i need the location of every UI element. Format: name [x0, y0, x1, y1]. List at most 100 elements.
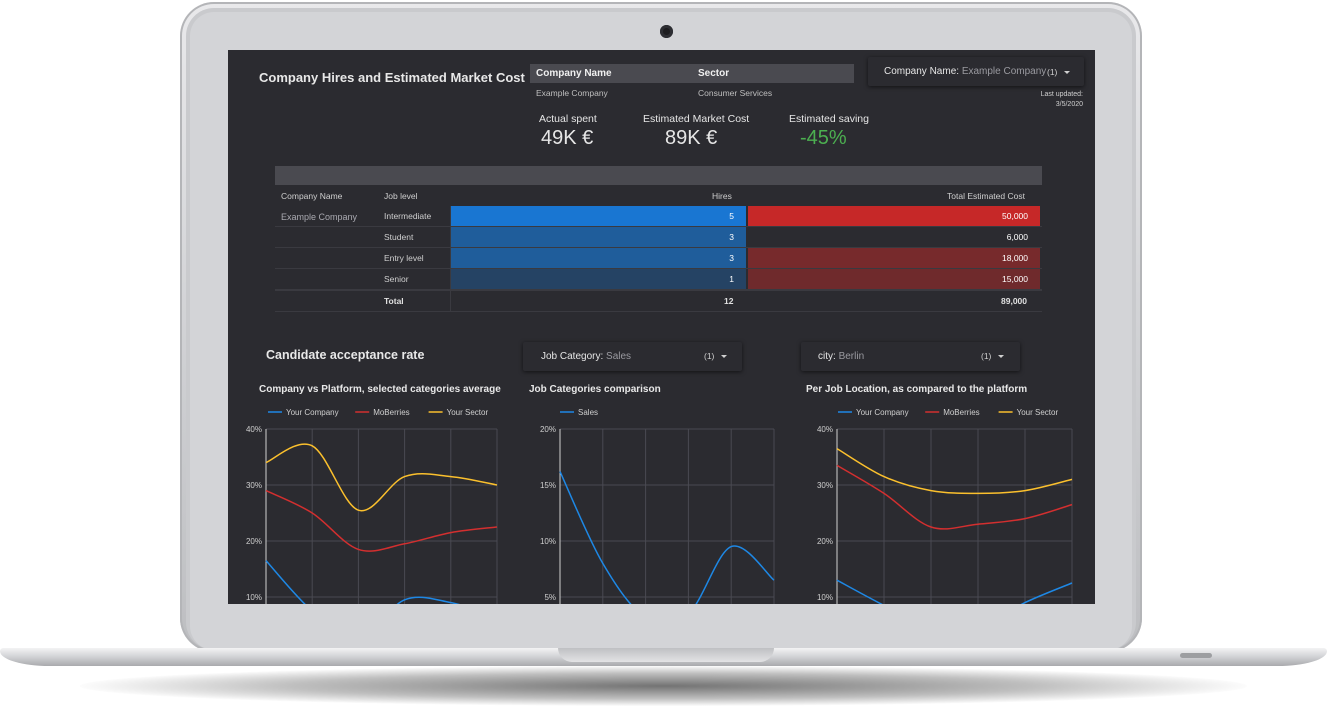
table-company-cell: Example Company	[281, 212, 358, 222]
cost-value: 15,000	[1002, 274, 1028, 284]
table-row-line	[275, 247, 1042, 248]
hires-cell: 3	[451, 227, 746, 247]
hires-cell: 3	[451, 248, 746, 268]
hires-cell: 5	[451, 206, 746, 226]
chevron-down-icon	[721, 355, 727, 358]
kpi-actual-spent-value: 49K €	[541, 127, 594, 149]
table-bottom-line	[275, 311, 1042, 312]
table-row-line	[275, 268, 1042, 269]
chart2-title: Job Categories comparison	[529, 384, 661, 395]
y-tick-label: 40%	[246, 425, 262, 434]
table-row-line	[275, 226, 1042, 227]
table-divider	[450, 206, 451, 312]
chart1-title: Company vs Platform, selected categories…	[259, 384, 501, 395]
kpi-saving-label: Estimated saving	[789, 113, 869, 125]
cost-cell: 50,000	[748, 206, 1040, 226]
legend-label: Your Sector	[447, 408, 489, 417]
acceptance-title: Candidate acceptance rate	[266, 348, 425, 362]
company-filter-value: Example Company	[961, 66, 1047, 77]
y-tick-label: 20%	[540, 425, 556, 434]
job-level-cell: Senior	[384, 274, 409, 284]
hires-value: 3	[729, 253, 734, 263]
sector-header: Sector	[698, 68, 730, 79]
legend-label: Sales	[578, 408, 598, 417]
chart-job-categories: Sales0%5%10%15%20%	[540, 408, 775, 604]
city-filter-count: (1)	[981, 351, 992, 361]
series-line	[265, 489, 498, 552]
legend-label: MoBerries	[943, 408, 979, 417]
legend-label: MoBerries	[373, 408, 409, 417]
y-tick-label: 10%	[246, 593, 262, 602]
col-total-cost: Total Estimated Cost	[947, 191, 1025, 201]
hires-cell: 1	[451, 269, 746, 289]
table-row-line	[275, 289, 1042, 290]
y-tick-label: 10%	[817, 593, 833, 602]
company-filter-count: (1)	[1047, 67, 1058, 77]
page-title: Company Hires and Estimated Market Cost	[259, 70, 525, 85]
job-filter-count: (1)	[704, 351, 715, 361]
y-tick-label: 30%	[817, 481, 833, 490]
series-line	[559, 471, 775, 604]
col-job-level: Job level	[384, 191, 418, 201]
y-tick-label: 15%	[540, 481, 556, 490]
kpi-saving-value: -45%	[800, 127, 847, 149]
cost-value: 18,000	[1002, 253, 1028, 263]
y-tick-label: 20%	[246, 537, 262, 546]
legend-label: Your Company	[856, 408, 909, 417]
company-name-filter[interactable]: Company Name: Example Company (1)	[868, 57, 1084, 86]
total-row-line	[275, 290, 1042, 291]
last-updated-label: Last updated:	[1040, 91, 1083, 98]
hires-value: 1	[729, 274, 734, 284]
kpi-market-cost-label: Estimated Market Cost	[643, 113, 750, 125]
city-filter-value: Berlin	[838, 351, 865, 362]
total-label: Total	[384, 296, 404, 306]
cost-value: 6,000	[1006, 232, 1028, 242]
kpi-actual-spent-label: Actual spent	[539, 113, 597, 125]
last-updated-value: 3/5/2020	[1055, 101, 1083, 108]
total-cost: 89,000	[1001, 296, 1027, 306]
series-line	[836, 579, 1073, 604]
y-tick-label: 20%	[817, 537, 833, 546]
company-name-value: Example Company	[536, 88, 608, 98]
cost-cell: 6,000	[748, 227, 1040, 247]
laptop-port	[1180, 653, 1212, 658]
city-filter-label: city:	[818, 351, 836, 362]
hires-value: 3	[729, 232, 734, 242]
last-updated: Last updated: 3/5/2020	[1041, 90, 1083, 110]
dashboard-screen: Company Hires and Estimated Market Cost …	[228, 50, 1095, 604]
kpi-market-cost-value: 89K €	[665, 127, 718, 149]
company-name-header: Company Name	[536, 68, 612, 79]
job-level-cell: Intermediate	[384, 211, 432, 221]
job-filter-label: Job Category:	[541, 351, 604, 362]
cost-cell: 18,000	[748, 248, 1040, 268]
series-line	[265, 560, 461, 604]
y-tick-label: 30%	[246, 481, 262, 490]
table-header-band	[275, 166, 1042, 185]
webcam-icon	[660, 25, 673, 38]
legend-label: Your Sector	[1017, 408, 1059, 417]
total-hires: 12	[724, 296, 734, 306]
laptop-shadow	[80, 666, 1247, 706]
job-category-filter[interactable]: Job Category: Sales (1)	[523, 342, 742, 371]
col-company-name: Company Name	[281, 191, 343, 201]
city-filter[interactable]: city: Berlin (1)	[801, 342, 1020, 371]
y-tick-label: 5%	[544, 593, 556, 602]
y-tick-label: 10%	[540, 537, 556, 546]
laptop-hinge-notch	[558, 648, 774, 662]
sector-value: Consumer Services	[698, 88, 773, 98]
hires-value: 5	[729, 211, 734, 221]
job-filter-value: Sales	[606, 351, 632, 362]
col-hires: Hires	[712, 191, 732, 201]
job-level-cell: Entry level	[384, 253, 424, 263]
series-line	[836, 464, 1073, 530]
chevron-down-icon	[1064, 71, 1070, 74]
cost-value: 50,000	[1002, 211, 1028, 221]
y-tick-label: 40%	[817, 425, 833, 434]
chevron-down-icon	[998, 355, 1004, 358]
company-info-header: Company Name Sector	[530, 64, 854, 83]
series-line	[265, 443, 498, 512]
cost-cell: 15,000	[748, 269, 1040, 289]
job-level-cell: Student	[384, 232, 414, 242]
